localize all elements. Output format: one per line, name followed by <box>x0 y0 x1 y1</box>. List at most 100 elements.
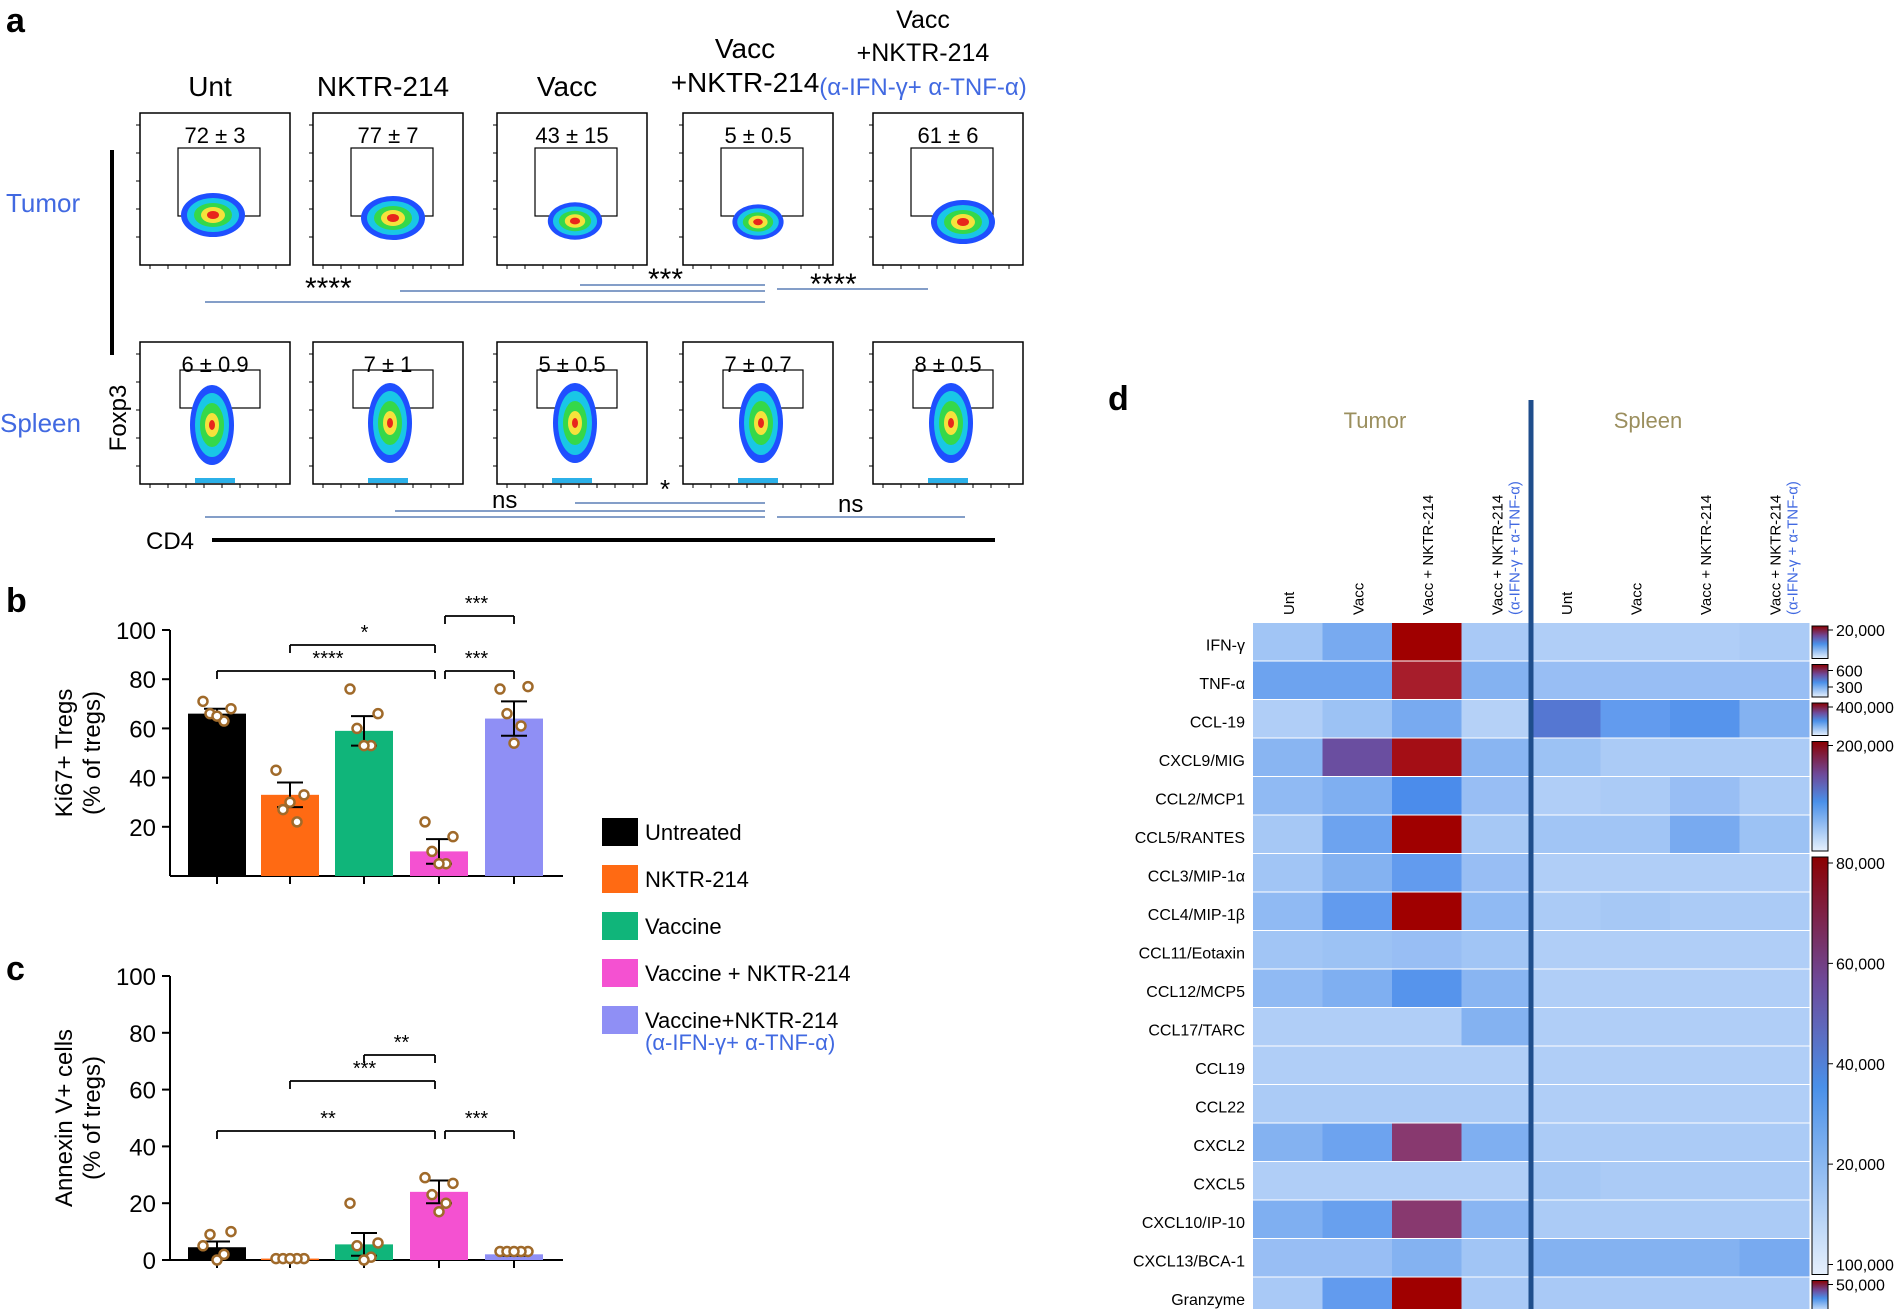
bar-3 <box>335 730 393 876</box>
panel-c: c 0 20 40 60 80 100 Annexin V+ cells (% of treg… <box>6 950 563 1275</box>
heatmap-cell <box>1322 931 1393 969</box>
heatmap-cell <box>1531 738 1601 776</box>
panel-label-a: a <box>6 2 26 40</box>
tumor-sig-3: **** <box>810 268 857 301</box>
density-level <box>209 420 215 430</box>
heatmap-cell <box>1531 700 1601 738</box>
density-level <box>738 478 778 483</box>
flow-gate-value: 8 ± 0.5 <box>914 352 981 377</box>
data-point <box>211 1254 223 1266</box>
density-level <box>928 478 968 483</box>
heatmap-cell <box>1600 815 1671 853</box>
heatmap-cell <box>1739 969 1810 1007</box>
heatmap-cell <box>1670 661 1740 699</box>
sig-label: *** <box>465 648 489 670</box>
flow-plot-spleen-5: 8 ± 0.5 <box>869 341 1024 488</box>
flow-plot-tumor-2: 77 ± 7 <box>309 112 464 269</box>
density-level <box>195 478 235 483</box>
heatmap-row-label: CXCL13/BCA-1 <box>1133 1253 1245 1270</box>
flow-gate-value: 72 ± 3 <box>184 123 245 148</box>
heatmap: Tumor Spleen IFN-γ TNF-α CCL-19 CXCL9/MIG CCL2… <box>1133 400 1894 1314</box>
heatmap-cell <box>1253 1123 1323 1161</box>
tumor-sig-1: **** <box>305 272 352 305</box>
data-point <box>211 710 223 722</box>
heatmap-cell <box>1600 1046 1671 1084</box>
heatmap-group-tumor: Tumor <box>1344 408 1407 433</box>
heatmap-cell <box>1531 1162 1601 1200</box>
flow-gate-value: 5 ± 0.5 <box>538 352 605 377</box>
heatmap-cell <box>1531 1123 1601 1161</box>
heatmap-row-label: TNF-α <box>1199 676 1245 693</box>
heatmap-cell <box>1461 1085 1532 1123</box>
y-tick-label: 80 <box>129 1021 156 1048</box>
data-point <box>218 1248 230 1261</box>
flow-gate-value: 7 ± 1 <box>364 352 413 377</box>
heatmap-cell <box>1531 1200 1601 1238</box>
heatmap-cell <box>1600 623 1671 661</box>
sig-label: ** <box>394 1032 410 1054</box>
heatmap-cell <box>1600 1239 1671 1277</box>
data-point <box>358 739 370 752</box>
density-level <box>758 418 764 428</box>
data-point <box>508 1245 520 1258</box>
y-tick-label: 20 <box>129 815 156 842</box>
heatmap-cell <box>1670 1277 1740 1314</box>
flow-plot-tumor-3: 43 ± 15 <box>493 112 648 269</box>
color-scale-1 <box>1811 625 1829 659</box>
heatmap-row-label: CXCL5 <box>1193 1176 1245 1193</box>
heatmap-cell <box>1253 738 1323 776</box>
heatmap-row-label: CCL-19 <box>1190 714 1245 731</box>
scale-tick-label: 100,000 <box>1836 1258 1894 1275</box>
data-point <box>433 857 445 870</box>
heatmap-cell <box>1322 738 1393 776</box>
flow-row-label-tumor: Tumor <box>6 188 80 218</box>
heatmap-row-label: CCL3/MIP-1α <box>1148 868 1245 885</box>
flow-col-header-5-extra: (α-IFN-γ+ α-TNF-α) <box>819 74 1027 101</box>
heatmap-cell <box>1461 661 1532 699</box>
heatmap-cell <box>1739 661 1810 699</box>
flow-plot-frame <box>139 112 291 266</box>
density-level <box>552 478 592 483</box>
density-level <box>753 218 763 226</box>
heatmap-cell <box>1322 1277 1393 1314</box>
y-axis-label-units: (% of tregs) <box>79 1056 106 1180</box>
legend-swatch-3 <box>602 912 638 940</box>
heatmap-cell <box>1739 815 1810 853</box>
heatmap-cell <box>1461 623 1532 661</box>
flow-plot-spleen-1: 6 ± 0.9 <box>136 341 291 488</box>
density-level <box>207 211 219 219</box>
density-level <box>569 217 581 225</box>
heatmap-cell <box>1739 1008 1810 1046</box>
heatmap-col-label: Vacc + NKTR-214 <box>1489 495 1506 615</box>
heatmap-cell <box>1531 661 1601 699</box>
heatmap-cell <box>1253 1085 1323 1123</box>
heatmap-cell <box>1531 854 1601 892</box>
heatmap-cell <box>1600 1162 1671 1200</box>
heatmap-cell <box>1739 1085 1810 1123</box>
heatmap-cell <box>1392 1162 1462 1200</box>
y-axis-label: Ki67+ Tregs <box>51 689 78 818</box>
heatmap-cell <box>1322 1200 1393 1238</box>
heatmap-cell <box>1531 623 1601 661</box>
legend: Untreated NKTR-214 Vaccine Vaccine + NKTR-2… <box>602 818 851 1055</box>
heatmap-cell <box>1670 854 1740 892</box>
heatmap-row-label: CCL4/MIP-1β <box>1148 907 1245 924</box>
heatmap-cell <box>1253 854 1323 892</box>
heatmap-cell <box>1531 1239 1601 1277</box>
heatmap-cell <box>1461 815 1532 853</box>
data-point <box>277 803 289 816</box>
scale-tick-label: 200,000 <box>1836 739 1894 756</box>
flow-gate-value: 6 ± 0.9 <box>181 352 248 377</box>
data-point <box>419 1171 431 1184</box>
heatmap-cell <box>1392 931 1462 969</box>
color-scale-5 <box>1811 856 1829 1275</box>
heatmap-cell <box>1461 1123 1532 1161</box>
heatmap-row-label: CCL2/MCP1 <box>1155 791 1245 808</box>
data-point <box>225 1225 237 1238</box>
heatmap-cell <box>1739 1277 1810 1314</box>
heatmap-cell <box>1461 777 1532 815</box>
data-point <box>284 1252 296 1265</box>
heatmap-cell <box>1670 892 1740 930</box>
heatmap-cell <box>1392 738 1462 776</box>
